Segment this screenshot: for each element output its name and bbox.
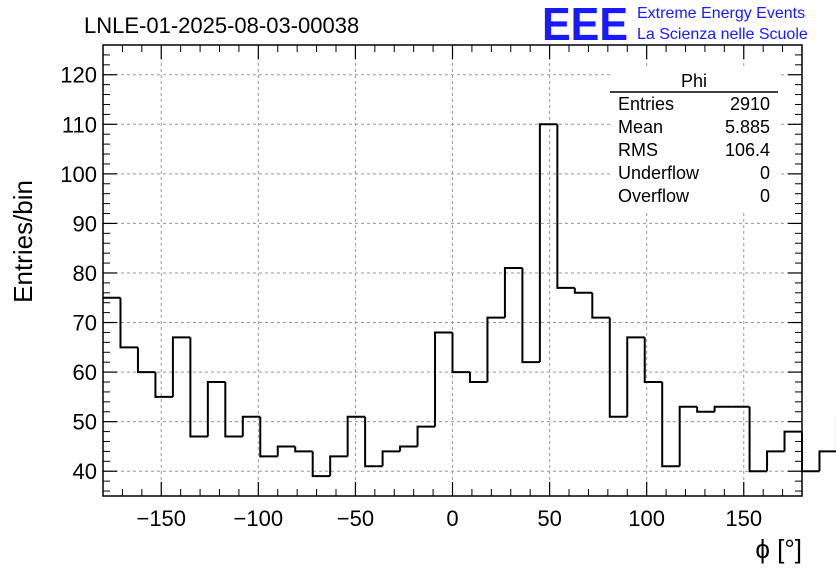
brand-line-1: Extreme Energy Events (637, 5, 805, 22)
y-tick-label: 60 (73, 360, 97, 385)
histogram-bin (260, 417, 277, 457)
histogram-bin (767, 451, 784, 471)
stats-label: Entries (618, 94, 674, 114)
y-tick-label: 120 (60, 63, 97, 88)
histogram-bin (802, 432, 819, 472)
x-tick-label: 150 (725, 506, 762, 531)
x-tick-label: 100 (628, 506, 665, 531)
histogram-bin (225, 382, 242, 437)
x-tick-label: −50 (337, 506, 374, 531)
histogram-bin (278, 446, 295, 456)
y-tick-label: 40 (73, 459, 97, 484)
histogram-bin (750, 407, 767, 471)
chart-canvas: −150 −100 −50 0 50 100 150 40 50 60 70 80 90 100 110 12… (0, 0, 836, 572)
y-tick-label: 70 (73, 311, 97, 336)
histogram-bin (138, 347, 155, 372)
histogram-bin (295, 446, 312, 451)
stats-label: Underflow (618, 163, 700, 183)
x-tick-label: 50 (537, 506, 561, 531)
stats-value: 2910 (730, 94, 770, 114)
histogram-bin (715, 407, 732, 412)
histogram-bin (522, 268, 539, 362)
histogram-bin (505, 268, 522, 318)
y-tick-label: 50 (73, 410, 97, 435)
eee-logo: EEE (542, 0, 628, 50)
brand-line-2: La Scienza nelle Scuole (637, 26, 808, 43)
x-tick-label: −100 (234, 506, 284, 531)
histogram-bin (592, 293, 609, 318)
y-tick-label: 100 (60, 162, 97, 187)
stats-label: RMS (618, 140, 658, 160)
stats-label: Mean (618, 117, 663, 137)
y-axis-label: Entries/bin (8, 180, 38, 303)
histogram-bin (470, 372, 487, 382)
histogram-bin (610, 318, 627, 417)
stats-value: 5.885 (725, 117, 770, 137)
phi-histogram-chart: −150 −100 −50 0 50 100 150 40 50 60 70 80 90 100 110 12… (0, 0, 836, 572)
histogram-bin (383, 451, 400, 466)
histogram-bin (208, 382, 225, 437)
stats-box: Phi Entries 2910 Mean 5.885 RMS 106.4 Underflo… (610, 69, 778, 212)
x-tick-label: 0 (446, 506, 458, 531)
histogram-bin (645, 337, 662, 382)
x-axis-label: ϕ [°] (755, 534, 802, 564)
histogram-bin (680, 407, 697, 466)
histogram-bin (435, 332, 452, 426)
histogram-bin (243, 417, 260, 437)
chart-title: LNLE-01-2025-08-03-00038 (84, 13, 359, 38)
histogram-bin (313, 451, 330, 476)
histogram-bin (453, 332, 470, 372)
histogram-bin (418, 427, 435, 447)
stats-label: Overflow (618, 186, 690, 206)
stats-value: 0 (760, 186, 770, 206)
stats-box-title: Phi (681, 71, 707, 91)
y-tick-label: 90 (73, 211, 97, 236)
histogram-bin (697, 407, 714, 412)
histogram-bin (627, 337, 644, 416)
stats-value: 0 (760, 163, 770, 183)
y-tick-label: 110 (62, 112, 97, 137)
histogram-bin (557, 124, 574, 288)
y-tick-label: 80 (73, 261, 97, 286)
histogram-bin (173, 337, 190, 396)
histogram-bin (348, 417, 365, 457)
histogram-bin (540, 124, 557, 362)
histogram-bin (662, 382, 679, 466)
histogram-bin (365, 417, 382, 467)
x-tick-label: −150 (136, 506, 186, 531)
histogram-bin (819, 451, 836, 471)
histogram-bin (400, 446, 417, 451)
histogram-bin (330, 456, 347, 476)
stats-value: 106.4 (725, 140, 770, 160)
histogram-bin (575, 288, 592, 293)
histogram-bin (155, 372, 172, 397)
histogram-bin (487, 318, 504, 382)
